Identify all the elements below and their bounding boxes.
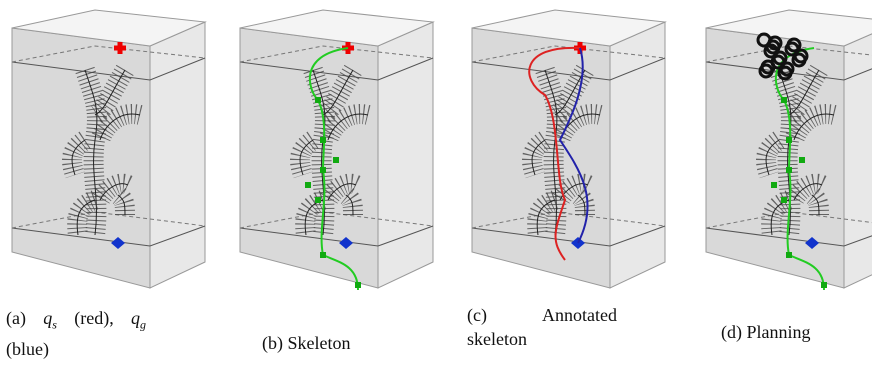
math-sub: g	[140, 318, 146, 332]
text: (red),	[74, 308, 113, 328]
box-left-face	[12, 28, 150, 288]
box-right-face	[150, 22, 205, 288]
skeleton-node	[771, 182, 777, 188]
skeleton-node	[333, 157, 339, 163]
illustrations	[0, 0, 872, 300]
caption-d: (d) Planning	[721, 320, 811, 344]
skeleton-node	[320, 252, 326, 258]
skeleton-node	[315, 97, 321, 103]
label: (b)	[262, 333, 283, 353]
skeleton-node	[305, 182, 311, 188]
skeleton-node	[781, 97, 787, 103]
skeleton-node	[781, 197, 787, 203]
panel	[706, 10, 872, 290]
skeleton-node	[320, 167, 326, 173]
skeleton-node	[786, 167, 792, 173]
math-sub: s	[52, 318, 57, 332]
skeleton-node	[315, 197, 321, 203]
text: Planning	[747, 322, 811, 342]
text: Annotated skeleton	[467, 305, 617, 349]
skeleton-node	[786, 137, 792, 143]
skeleton-node	[320, 137, 326, 143]
box-right-face	[844, 22, 872, 288]
panel	[472, 10, 665, 288]
math: q	[131, 308, 140, 328]
panel	[12, 10, 205, 288]
box-right-face	[378, 22, 433, 288]
box-right-face	[610, 22, 665, 288]
math: q	[43, 308, 52, 328]
caption-a: (a) qs (red), qg (blue)	[6, 306, 146, 361]
panel	[240, 10, 433, 290]
label: (d)	[721, 322, 742, 342]
text: (blue)	[6, 339, 49, 359]
skeleton-node	[799, 157, 805, 163]
box-left-face	[240, 28, 378, 288]
caption-c: (c) Annotated skeleton	[467, 303, 617, 351]
skeleton-node	[786, 252, 792, 258]
label: (c)	[467, 305, 487, 325]
label: (a)	[6, 308, 26, 328]
figure: (a) qs (red), qg (blue) (b) Skeleton (c)…	[0, 0, 872, 388]
skeleton-node	[821, 282, 827, 288]
skeleton-node	[355, 282, 361, 288]
caption-b: (b) Skeleton	[262, 331, 351, 355]
text: Skeleton	[288, 333, 351, 353]
box-left-face	[472, 28, 610, 288]
